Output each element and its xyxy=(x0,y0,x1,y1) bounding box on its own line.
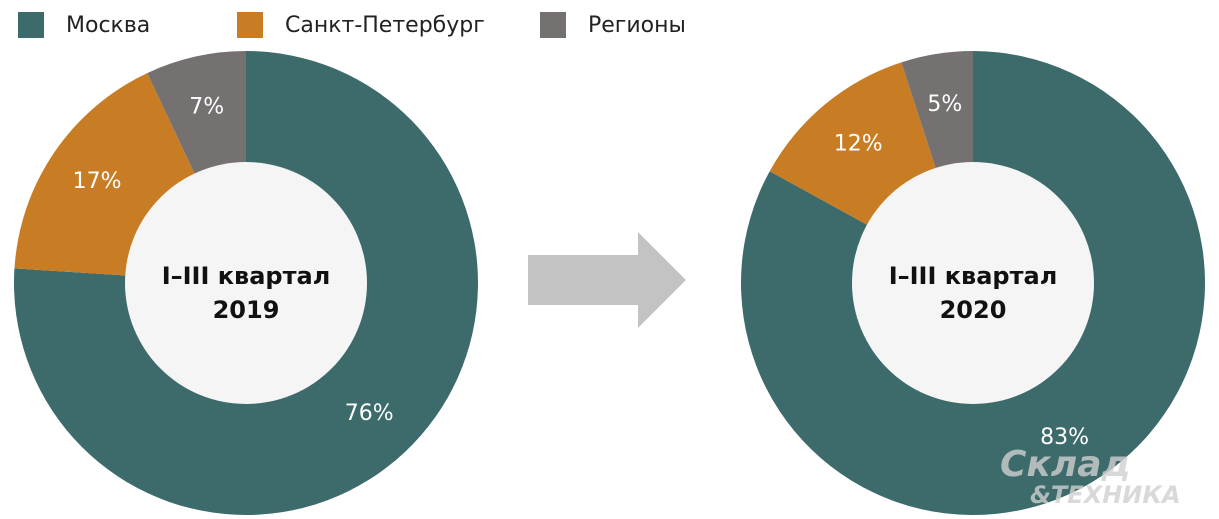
watermark: Склад xyxy=(1000,444,1131,485)
value-label: 17% xyxy=(73,169,122,194)
value-label: 12% xyxy=(834,131,883,156)
donut-hole xyxy=(125,162,367,404)
legend-label: Москва xyxy=(66,13,150,38)
value-label: 7% xyxy=(189,94,224,119)
legend-label: Санкт-Петербург xyxy=(285,13,485,38)
chart-subtitle: 2020 xyxy=(940,296,1007,324)
legend-swatch xyxy=(237,12,263,38)
value-label: 83% xyxy=(1040,425,1089,450)
value-label: 76% xyxy=(345,401,394,426)
chart-title: I–III квартал xyxy=(162,262,331,290)
value-label: 5% xyxy=(927,92,962,117)
chart-subtitle: 2019 xyxy=(213,296,280,324)
legend-label: Регионы xyxy=(588,13,686,38)
legend-swatch xyxy=(540,12,566,38)
donut-hole xyxy=(852,162,1094,404)
arrow xyxy=(528,232,686,328)
chart-title: I–III квартал xyxy=(889,262,1058,290)
legend-swatch xyxy=(18,12,44,38)
watermark: &ТЕХНИКА xyxy=(1030,481,1181,509)
